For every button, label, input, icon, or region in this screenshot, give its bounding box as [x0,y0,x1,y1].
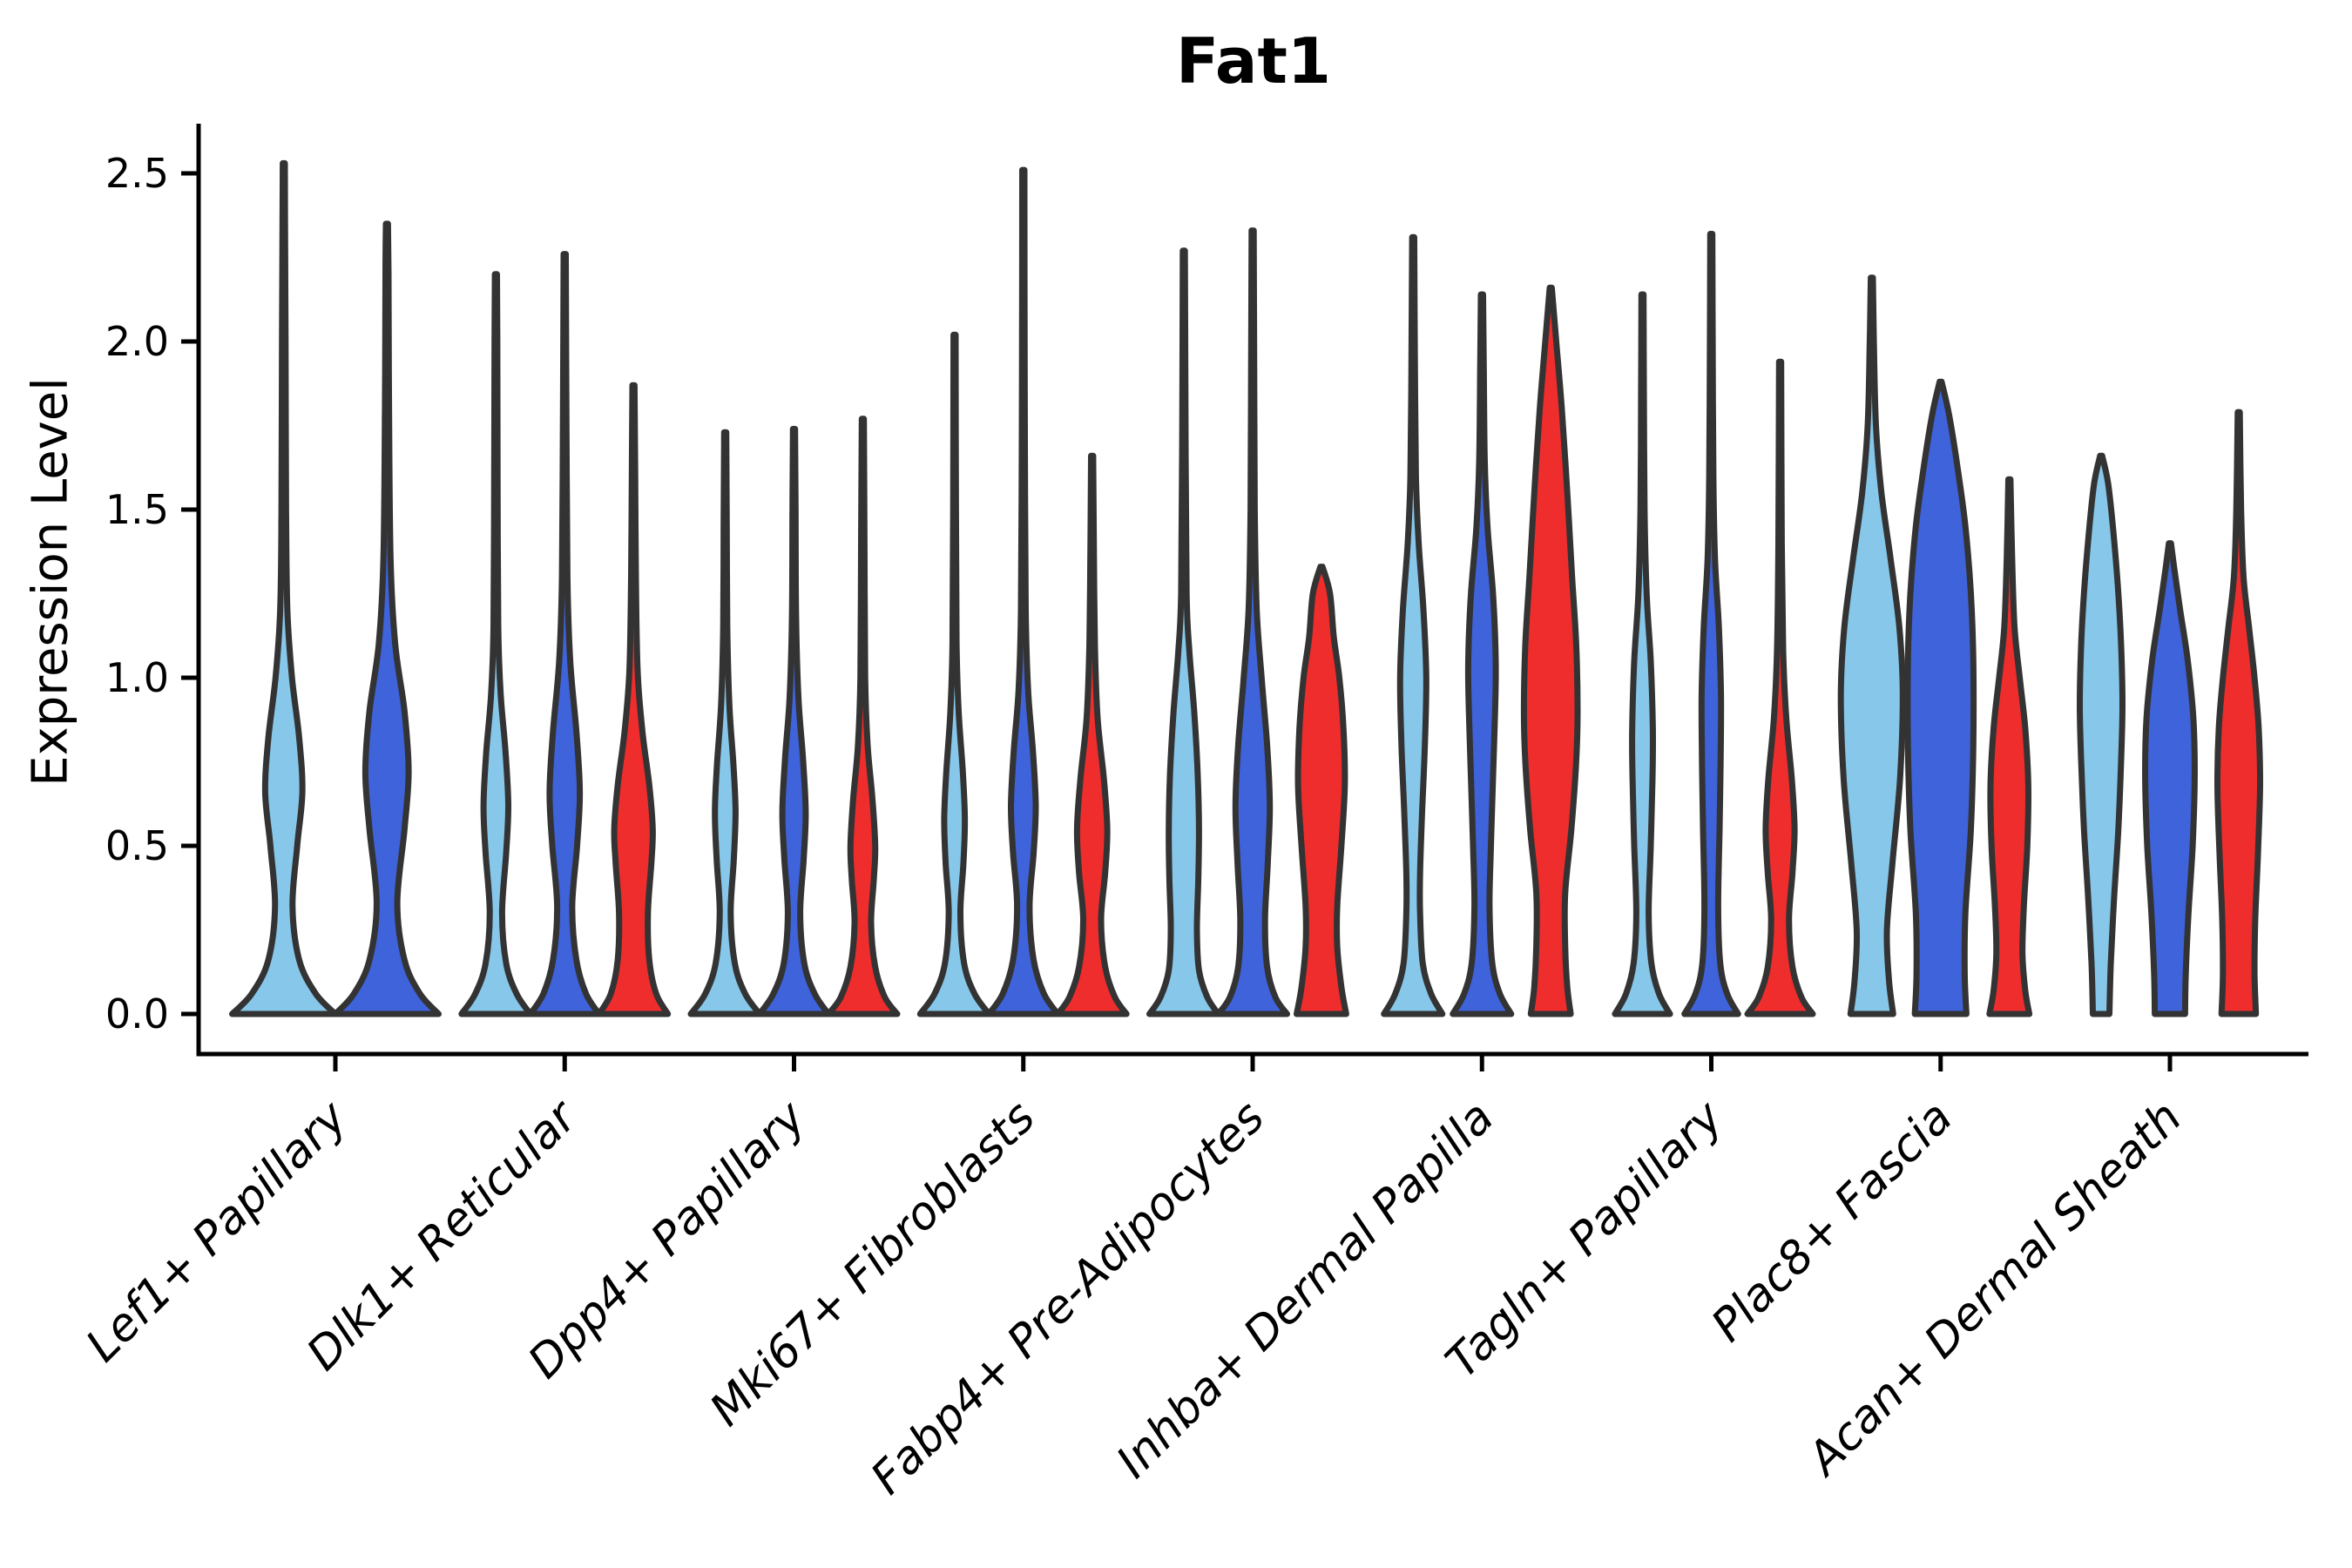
violin-4-dark_blue [985,166,1061,1017]
violin-1-dark_blue [332,220,442,1017]
violin-8-red [1986,476,2033,1017]
violin-7-dark_blue [1681,231,1741,1017]
violin-6-red [1520,284,1581,1017]
violin-7-light_blue [1612,291,1673,1017]
violin-9-dark_blue [2142,540,2198,1017]
violin-8-light_blue [1837,274,1906,1017]
axis-spines [196,124,2308,1057]
x-tick-label: Plac8+ Fascia [1702,1092,1963,1352]
violin-6-dark_blue [1450,291,1515,1017]
violin-5-red [1294,564,1349,1017]
violin-2-light_blue [458,271,534,1017]
violin-4-red [1054,452,1130,1017]
violin-4-light_blue [916,331,992,1017]
y-tick-label: 2.0 [105,318,169,365]
violin-3-light_blue [687,429,763,1017]
x-tick-label: Inhba+ Dermal Papilla [1107,1092,1504,1489]
violin-8-dark_blue [1904,378,1977,1017]
y-tick-label: 1.0 [105,654,169,701]
x-tick-label: Acan+ Dermal Sheath [1796,1092,2192,1487]
x-tick-label: Fabp4+ Pre-Adipocytes [862,1092,1275,1505]
y-tick-label: 1.5 [105,486,169,533]
violin-9-red [2213,409,2264,1017]
violin-2-red [596,382,672,1017]
y-tick-label: 0.0 [105,990,169,1037]
violin-5-light_blue [1146,247,1221,1017]
chart-title: Fat1 [1175,24,1332,98]
violin-5-dark_blue [1215,227,1290,1017]
violin-9-light_blue [2077,452,2126,1017]
violin-7-red [1744,358,1816,1017]
violin-3-dark_blue [756,425,832,1017]
y-tick-label: 2.5 [105,150,169,197]
violin-3-red [825,416,901,1017]
violin-1-light_blue [229,159,339,1017]
violin-2-dark_blue [527,251,603,1017]
y-tick-label: 0.5 [105,822,169,869]
violin-6-light_blue [1381,233,1446,1017]
